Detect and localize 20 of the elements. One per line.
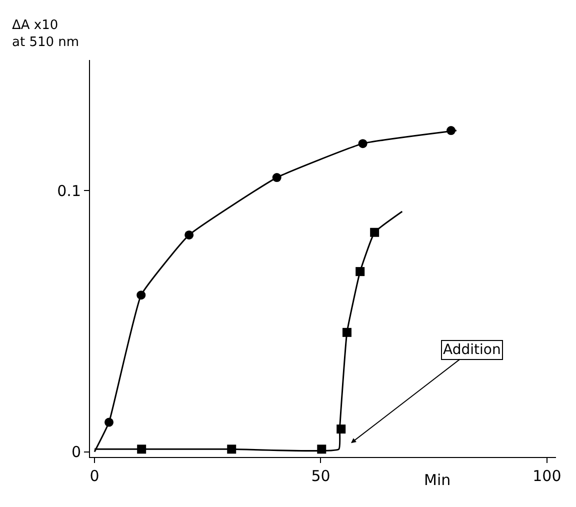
point: [342, 328, 352, 337]
x-tick-label: 50: [311, 467, 330, 485]
point: [272, 173, 282, 182]
x-tick-label: 0: [90, 467, 100, 485]
point: [370, 228, 380, 237]
x-axis-title: Min: [424, 471, 451, 489]
y-tick-label: 0.1: [57, 182, 81, 200]
point: [356, 267, 365, 276]
point: [136, 290, 146, 300]
point: [446, 126, 456, 136]
x-tick-label: 100: [532, 467, 562, 485]
point: [104, 418, 114, 427]
point: [317, 444, 326, 454]
point: [227, 444, 236, 454]
point: [137, 444, 146, 454]
point: [358, 139, 368, 148]
annotation: Addition: [443, 342, 501, 358]
point: [336, 424, 346, 434]
y-axis-title: ΔA x10 at 510 nm: [12, 18, 80, 50]
point: [184, 230, 194, 240]
